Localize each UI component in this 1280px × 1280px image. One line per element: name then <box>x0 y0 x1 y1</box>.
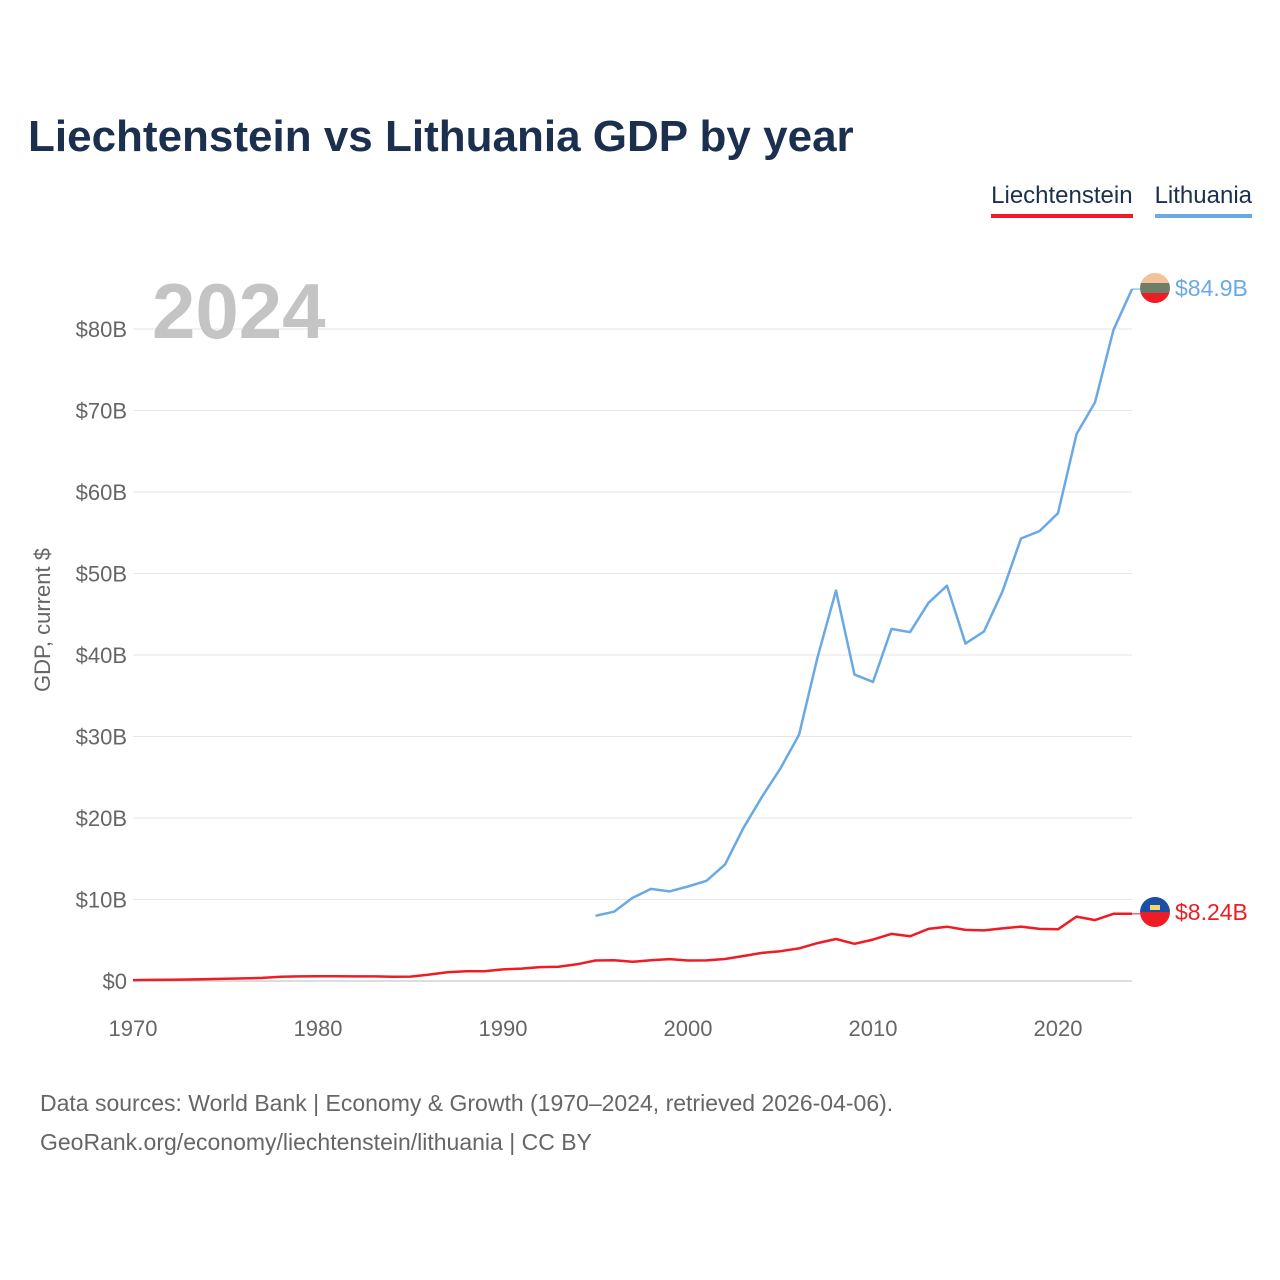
x-tick-label: 1970 <box>109 1016 158 1041</box>
y-tick-label: $80B <box>76 317 127 342</box>
y-tick-label: $10B <box>76 888 127 913</box>
liechtenstein-flag-icon <box>1140 897 1170 927</box>
y-axis-title: GDP, current $ <box>30 548 55 692</box>
y-tick-label: $70B <box>76 399 127 424</box>
series-line-lithuania[interactable] <box>595 288 1134 918</box>
y-tick-label: $60B <box>76 480 127 505</box>
x-tick-label: 2010 <box>849 1016 898 1041</box>
legend-item-liechtenstein[interactable]: Liechtenstein <box>991 182 1133 218</box>
y-tick-label: $40B <box>76 643 127 668</box>
year-watermark: 2024 <box>152 267 326 355</box>
chart-title: Liechtenstein vs Lithuania GDP by year <box>28 112 854 161</box>
x-tick-label: 1980 <box>294 1016 343 1041</box>
liechtenstein-end-label: $8.24B <box>1175 899 1248 925</box>
lithuania-end-label: $84.9B <box>1175 275 1248 301</box>
data-source-note: Data sources: World Bank | Economy & Gro… <box>40 1090 894 1116</box>
source-url: GeoRank.org/economy/liechtenstein/lithua… <box>40 1129 592 1155</box>
series-line-liechtenstein[interactable] <box>132 912 1132 982</box>
lithuania-flag-icon <box>1140 273 1170 303</box>
x-tick-label: 1990 <box>479 1016 528 1041</box>
x-tick-label: 2000 <box>664 1016 713 1041</box>
y-tick-label: $0 <box>103 969 127 994</box>
x-tick-label: 2020 <box>1034 1016 1083 1041</box>
footer: Data sources: World Bank | Economy & Gro… <box>40 1084 893 1162</box>
legend-item-lithuania[interactable]: Lithuania <box>1154 182 1252 218</box>
y-tick-label: $30B <box>76 725 127 750</box>
legend: Liechtenstein Lithuania <box>991 182 1252 218</box>
y-tick-label: $20B <box>76 806 127 831</box>
y-tick-label: $50B <box>76 562 127 587</box>
